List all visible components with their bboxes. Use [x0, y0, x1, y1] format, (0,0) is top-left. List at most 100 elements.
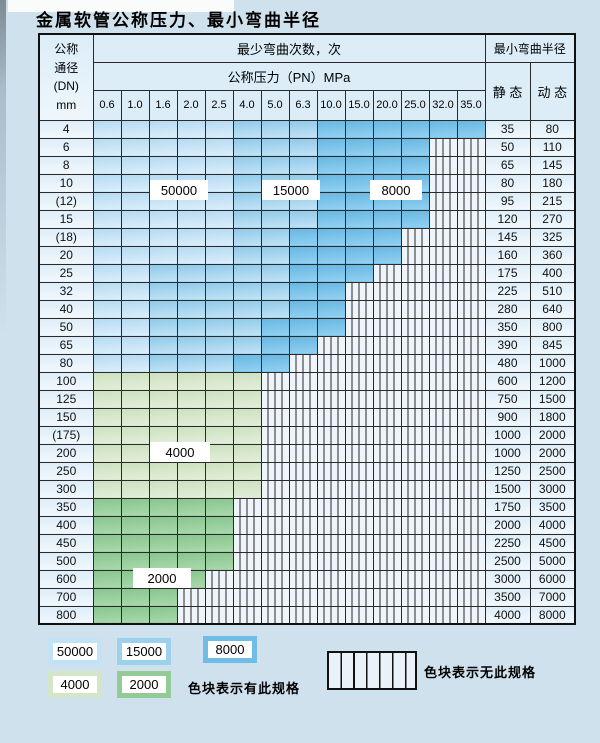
dn-cell: 800 — [38, 605, 94, 625]
spec-zone-cell — [148, 335, 178, 355]
spec-zone-cell — [120, 335, 150, 355]
spec-zone-cell — [92, 209, 122, 229]
static-radius-cell: 35 — [484, 119, 531, 139]
no-spec-cell — [344, 281, 374, 301]
no-spec-cell — [456, 299, 486, 319]
no-spec-cell — [400, 605, 430, 625]
dn-cell: 700 — [38, 587, 94, 607]
table-row: 600 3000 6000 — [38, 569, 576, 589]
dynamic-column-header: 动 态 — [529, 61, 576, 121]
spec-zone-cell — [148, 137, 178, 157]
spec-zone-cell — [232, 155, 262, 175]
spec-zone-cell — [148, 263, 178, 283]
spec-zone-cell — [148, 371, 178, 391]
no-spec-cell — [428, 137, 458, 157]
spec-zone-cell — [176, 515, 206, 535]
dn-cell: 4 — [38, 119, 94, 139]
spec-zone-cell — [288, 119, 318, 139]
spec-zone-cell — [232, 191, 262, 211]
no-spec-cell — [456, 227, 486, 247]
dynamic-radius-cell: 1000 — [529, 353, 576, 373]
spec-table-wrap: 公称 通径 (DN) mm 最少弯曲次数，次 最小弯曲半径 公称压力（PN）MP… — [38, 33, 577, 625]
table-row: (175) 1000 2000 — [38, 425, 576, 445]
dynamic-radius-cell: 80 — [529, 119, 576, 139]
no-spec-cell — [428, 389, 458, 409]
no-spec-cell — [456, 173, 486, 193]
spec-zone-cell — [344, 173, 374, 193]
no-spec-cell — [344, 461, 374, 481]
spec-zone-cell — [260, 119, 290, 139]
no-spec-cell — [176, 587, 206, 607]
spec-zone-cell — [92, 605, 122, 625]
spec-zone-cell — [260, 335, 290, 355]
spec-zone-cell — [120, 227, 150, 247]
no-spec-cell — [400, 227, 430, 247]
no-spec-cell — [344, 479, 374, 499]
dynamic-radius-cell: 110 — [529, 137, 576, 157]
spec-zone-cell — [316, 227, 346, 247]
no-spec-cell — [456, 569, 486, 589]
spec-zone-cell — [92, 245, 122, 265]
dn-cell: 65 — [38, 335, 94, 355]
table-row: (12) 95 215 — [38, 191, 576, 211]
cycles-value-label-4000: 4000 — [150, 442, 210, 462]
spec-zone-cell — [120, 587, 150, 607]
static-radius-cell: 160 — [484, 245, 531, 265]
spec-zone-cell — [120, 443, 150, 463]
no-spec-cell — [288, 515, 318, 535]
no-spec-cell — [316, 389, 346, 409]
spec-zone-cell — [288, 227, 318, 247]
spec-zone-cell — [204, 299, 234, 319]
dn-cell: 40 — [38, 299, 94, 319]
spec-zone-cell — [92, 551, 122, 571]
no-spec-cell — [456, 587, 486, 607]
spec-zone-cell — [204, 497, 234, 517]
table-row: 15 120 270 — [38, 209, 576, 229]
spec-zone-cell — [260, 227, 290, 247]
no-spec-cell — [344, 425, 374, 445]
spec-zone-cell — [400, 119, 430, 139]
table-row: 500 2500 5000 — [38, 551, 576, 571]
page-title: 金属软管公称压力、最小弯曲半径 — [36, 11, 321, 31]
spec-zone-cell — [456, 119, 486, 139]
no-spec-cell — [372, 515, 402, 535]
spec-zone-cell — [148, 317, 178, 337]
static-radius-cell: 95 — [484, 191, 531, 211]
spec-zone-cell — [204, 191, 234, 211]
no-spec-cell — [428, 533, 458, 553]
table-row: 50 350 800 — [38, 317, 576, 337]
no-spec-cell — [316, 515, 346, 535]
spec-zone-cell — [372, 245, 402, 265]
spec-zone-cell — [204, 317, 234, 337]
spec-zone-cell — [316, 137, 346, 157]
no-spec-cell — [372, 569, 402, 589]
table-row: 32 225 510 — [38, 281, 576, 301]
spec-zone-cell — [92, 119, 122, 139]
no-spec-cell — [344, 371, 374, 391]
spec-zone-cell — [92, 407, 122, 427]
spec-zone-cell — [148, 533, 178, 553]
spec-zone-cell — [148, 155, 178, 175]
dynamic-radius-cell: 2000 — [529, 443, 576, 463]
no-spec-cell — [260, 461, 290, 481]
table-row: 800 4000 8000 — [38, 605, 576, 625]
no-spec-cell — [428, 209, 458, 229]
spec-zone-cell — [204, 137, 234, 157]
no-spec-cell — [344, 389, 374, 409]
legend-chip-8000: 8000 — [203, 636, 257, 663]
spec-zone-cell — [232, 245, 262, 265]
spec-zone-cell — [148, 281, 178, 301]
no-spec-cell — [456, 317, 486, 337]
spec-zone-cell — [344, 137, 374, 157]
dynamic-radius-cell: 360 — [529, 245, 576, 265]
static-radius-cell: 900 — [484, 407, 531, 427]
dynamic-radius-cell: 4000 — [529, 515, 576, 535]
no-spec-cell — [372, 425, 402, 445]
no-spec-cell — [428, 587, 458, 607]
no-spec-cell — [344, 587, 374, 607]
no-spec-cell — [456, 209, 486, 229]
dn-cell: 32 — [38, 281, 94, 301]
no-spec-cell — [400, 317, 430, 337]
spec-zone-cell — [204, 227, 234, 247]
spec-zone-cell — [204, 551, 234, 571]
